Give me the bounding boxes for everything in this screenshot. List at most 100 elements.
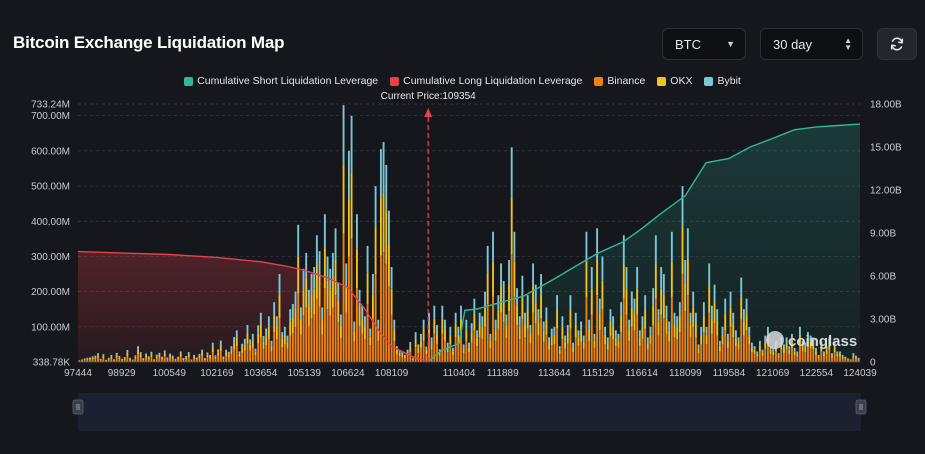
bar-segment-bybit: [729, 291, 732, 308]
bar-segment-okx: [614, 337, 617, 347]
bar-segment-okx: [462, 348, 465, 354]
y-right-tick-label: 3.00B: [870, 315, 896, 326]
legend-item-okx[interactable]: OKX: [657, 75, 692, 87]
zoom-slider[interactable]: [72, 393, 867, 431]
x-tick-label: 121069: [756, 368, 790, 379]
bar-segment-binance: [553, 344, 556, 362]
bar-segment-binance: [718, 351, 721, 362]
bar-segment-bybit: [492, 231, 494, 262]
bar-segment-binance: [460, 333, 462, 362]
bar-segment-bybit: [831, 353, 833, 356]
bar-segment-okx: [211, 347, 214, 353]
zoom-track[interactable]: [78, 393, 861, 431]
bar-segment-okx: [620, 315, 623, 333]
bar-segment-bybit: [217, 349, 220, 353]
bar-segment-bybit: [662, 274, 665, 295]
bar-segment-bybit: [753, 346, 756, 350]
bar-segment-binance: [660, 314, 663, 362]
bar-segment-bybit: [622, 235, 625, 265]
legend-item-long-cumulative[interactable]: Cumulative Long Liquidation Leverage: [390, 75, 582, 87]
bar-segment-bybit: [518, 316, 521, 327]
bar-segment-bybit: [382, 142, 385, 193]
bar-segment-binance: [283, 344, 286, 362]
bar-segment-okx: [649, 334, 652, 345]
bar-segment-okx: [540, 294, 542, 319]
bar-segment-binance: [155, 358, 158, 362]
bar-segment-bybit: [238, 351, 241, 354]
bar-segment-binance: [382, 252, 385, 362]
bar-segment-binance: [561, 339, 564, 362]
bar-segment-binance: [665, 333, 668, 362]
bar-segment-okx: [689, 324, 692, 338]
bar-segment-okx: [390, 288, 393, 315]
bar-segment-binance: [481, 339, 484, 362]
bar-segment-binance: [750, 352, 753, 362]
bar-segment-binance: [246, 343, 249, 362]
bar-segment-binance: [270, 351, 273, 362]
bar-segment-bybit: [708, 263, 711, 287]
bar-segment-binance: [521, 318, 524, 362]
bar-segment-binance: [211, 352, 214, 362]
bar-segment-binance: [161, 359, 164, 362]
bar-segment-okx: [841, 356, 844, 359]
legend-item-bybit[interactable]: Bybit: [704, 75, 741, 87]
bar-segment-bybit: [716, 309, 719, 322]
bar-segment-bybit: [791, 333, 793, 341]
bar-segment-okx: [214, 356, 217, 359]
bar-segment-binance: [417, 353, 420, 362]
bar-segment-bybit: [641, 316, 644, 327]
bar-segment-binance: [99, 360, 102, 362]
bar-segment-binance: [81, 360, 83, 362]
bar-segment-bybit: [470, 323, 473, 333]
bar-segment-binance: [825, 354, 828, 362]
x-tick-label: 100549: [153, 368, 187, 379]
bar-segment-okx: [492, 261, 494, 297]
zoom-handle-left[interactable]: [72, 399, 84, 415]
legend-item-short-cumulative[interactable]: Cumulative Short Liquidation Leverage: [184, 75, 378, 87]
bar-segment-binance: [574, 337, 577, 362]
bar-segment-okx: [283, 334, 286, 345]
bar-segment-okx: [518, 326, 521, 340]
bar-segment-bybit: [617, 333, 620, 341]
bar-segment-bybit: [310, 274, 313, 295]
bar-segment-okx: [449, 334, 452, 345]
period-select[interactable]: 30 day ▲ ▼: [760, 28, 863, 60]
zoom-handle-right[interactable]: [855, 399, 867, 415]
bar-segment-okx: [668, 330, 671, 342]
bar-segment-okx: [307, 306, 310, 326]
bar-segment-bybit: [339, 314, 342, 326]
bar-segment-binance: [315, 298, 318, 362]
bar-segment-okx: [259, 324, 262, 338]
up-down-arrows-icon: ▲ ▼: [844, 36, 852, 52]
symbol-select[interactable]: BTC ▼: [662, 28, 746, 60]
bar-segment-bybit: [315, 235, 318, 265]
bar-segment-okx: [665, 318, 668, 334]
bar-segment-bybit: [278, 274, 281, 295]
bar-segment-binance: [673, 337, 676, 362]
bar-segment-binance: [841, 358, 844, 362]
bar-segment-binance: [361, 333, 364, 362]
bar-segment-okx: [310, 294, 313, 319]
refresh-button[interactable]: [877, 28, 917, 60]
bar-segment-bybit: [297, 224, 300, 257]
bar-segment-binance: [366, 303, 369, 362]
bar-segment-binance: [657, 335, 660, 362]
bar-segment-okx: [222, 357, 225, 360]
bar-segment-okx: [227, 354, 230, 357]
bar-segment-bybit: [820, 340, 823, 346]
bar-segment-binance: [740, 319, 743, 362]
bar-segment-bybit: [257, 325, 260, 334]
bar-segment-okx: [206, 354, 209, 358]
bar-segment-binance: [265, 345, 268, 362]
bar-segment-binance: [369, 345, 372, 362]
legend-item-binance[interactable]: Binance: [594, 75, 645, 87]
bar-segment-okx: [801, 345, 804, 352]
bar-segment-binance: [412, 359, 414, 362]
bar-segment-binance: [534, 323, 537, 362]
bar-segment-binance: [697, 353, 700, 362]
bar-segment-bybit: [251, 333, 254, 341]
y-left-tick-label: 700.00M: [31, 111, 70, 122]
bar-segment-okx: [673, 324, 676, 338]
bar-segment-bybit: [540, 274, 542, 295]
bar-segment-binance: [355, 288, 358, 362]
